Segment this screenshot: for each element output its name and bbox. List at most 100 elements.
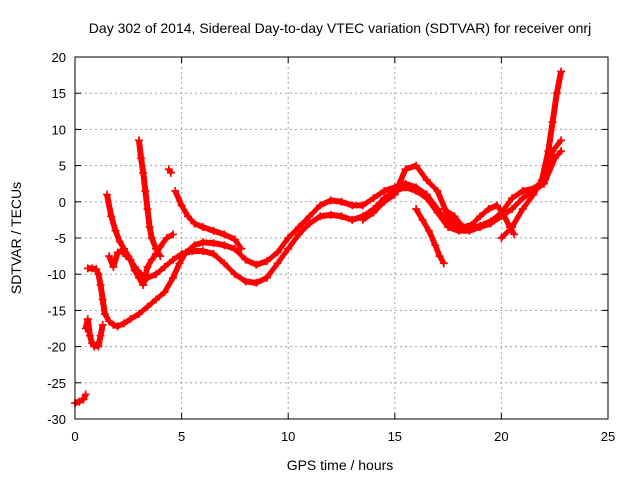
data-point (552, 89, 561, 98)
data-point (105, 317, 114, 326)
data-point (444, 223, 453, 232)
data-point (160, 288, 169, 297)
data-point (316, 212, 325, 221)
data-point (358, 201, 367, 210)
data-point (518, 186, 527, 195)
data-point (433, 186, 442, 195)
y-tick-label: -30 (47, 412, 66, 427)
axis-ticks: 0 5 10 15 20 25 -30 -25 -20 -15 -10 -5 0 5 10 15 20 (47, 50, 615, 444)
series-arc-e (105, 230, 178, 290)
data-point (380, 197, 389, 206)
data-point (262, 257, 271, 266)
data-point (435, 252, 444, 261)
data-point (126, 255, 135, 264)
data-point (177, 249, 186, 258)
data-point (237, 244, 246, 253)
data-point (209, 249, 218, 258)
data-point (537, 176, 546, 185)
data-point (467, 220, 476, 229)
data-point (390, 190, 399, 199)
data-point (422, 194, 431, 203)
x-axis-label: GPS time / hours (287, 457, 394, 473)
series-arc-g (164, 165, 175, 177)
x-tick-label: 25 (601, 429, 615, 444)
data-point (102, 190, 111, 199)
data-point (380, 186, 389, 195)
data-point (96, 331, 105, 340)
data-point (147, 255, 156, 264)
data-point (510, 230, 519, 239)
x-tick-label: 20 (494, 429, 508, 444)
data-point (143, 205, 152, 214)
data-point (209, 226, 218, 235)
data-point (557, 147, 566, 156)
data-point (230, 270, 239, 279)
data-point (141, 186, 150, 195)
data-point (134, 273, 143, 282)
data-point (548, 118, 557, 127)
data-point (105, 252, 114, 261)
data-point (418, 215, 427, 224)
data-point (508, 205, 517, 214)
data-point (220, 230, 229, 239)
data-point (337, 212, 346, 221)
data-point (130, 266, 139, 275)
data-point (111, 226, 120, 235)
data-point (120, 319, 129, 328)
data-point (358, 215, 367, 224)
data-point (439, 259, 448, 268)
data-point (177, 201, 186, 210)
data-point (529, 190, 538, 199)
series-arc-f (134, 136, 165, 261)
data-point (401, 165, 410, 174)
data-point (107, 212, 116, 221)
data-point (145, 223, 154, 232)
data-point (422, 176, 431, 185)
data-point (160, 262, 169, 271)
x-tick-label: 10 (281, 429, 295, 444)
series-band (136, 137, 164, 260)
data-point (262, 273, 271, 282)
x-tick-label: 5 (178, 429, 185, 444)
x-tick-label: 0 (71, 429, 78, 444)
x-tick-label: 15 (388, 429, 402, 444)
series-arc-d (102, 147, 566, 287)
data-point (92, 265, 101, 274)
data-point (147, 234, 156, 242)
data-point (348, 201, 357, 210)
data-point (100, 310, 109, 319)
chart-title: Day 302 of 2014, Sidereal Day-to-day VTE… (89, 20, 591, 36)
data-point (230, 235, 239, 244)
data-point (439, 205, 448, 214)
series-arc-j (412, 205, 448, 268)
data-point (134, 136, 143, 145)
data-point (508, 223, 517, 232)
data-point (198, 223, 207, 232)
data-point (115, 237, 124, 246)
data-point (134, 310, 143, 319)
data-point (550, 154, 559, 163)
data-series (71, 67, 566, 408)
data-point (348, 215, 357, 224)
data-point (273, 248, 282, 257)
data-point (81, 390, 90, 399)
data-point (497, 234, 506, 242)
data-point (412, 186, 421, 195)
data-point (94, 342, 103, 351)
y-tick-label: -20 (47, 340, 66, 355)
data-point (499, 210, 508, 219)
data-point (493, 201, 502, 210)
data-point (459, 223, 468, 232)
data-point (241, 277, 250, 286)
data-point (143, 262, 152, 271)
data-point (484, 205, 493, 214)
data-point (326, 196, 335, 205)
data-point (294, 230, 303, 239)
data-point (369, 194, 378, 203)
data-point (152, 270, 161, 279)
data-point (162, 234, 171, 242)
data-point (454, 226, 463, 235)
data-point (190, 219, 199, 228)
data-point (126, 315, 135, 324)
data-point (169, 255, 178, 264)
